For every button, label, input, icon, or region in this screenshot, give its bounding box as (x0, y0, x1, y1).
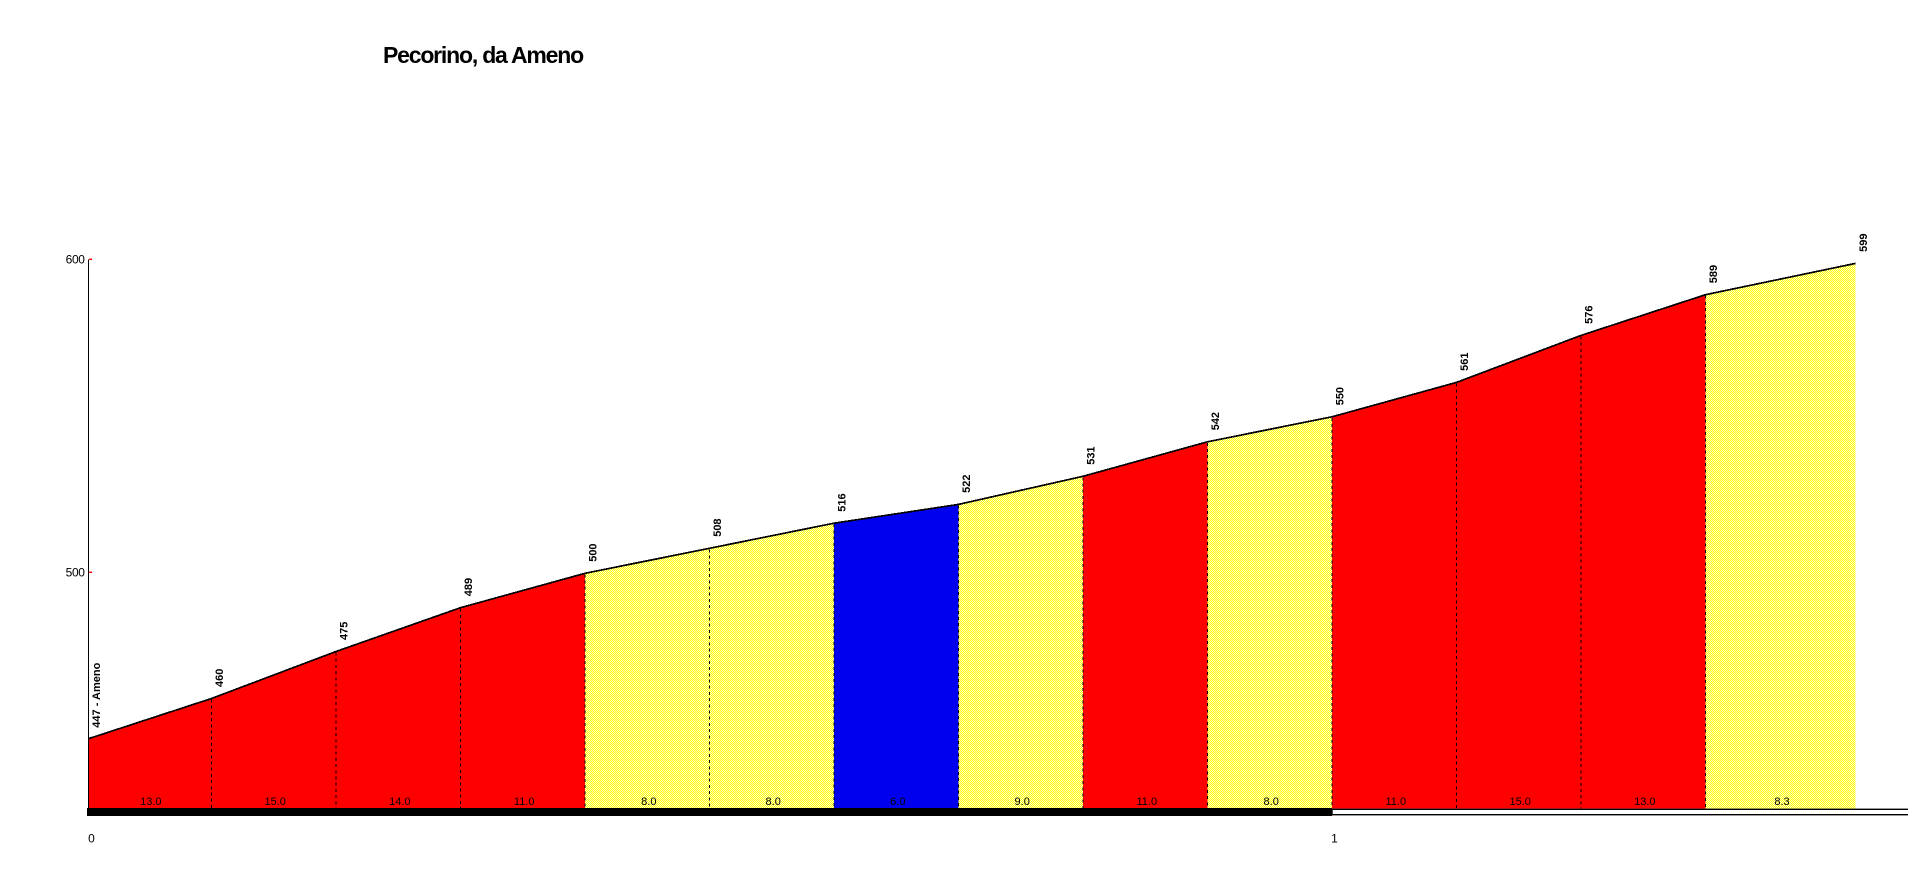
svg-text:561: 561 (1459, 353, 1471, 371)
svg-text:15.0: 15.0 (1509, 796, 1530, 808)
svg-text:531: 531 (1085, 446, 1097, 464)
svg-text:11.0: 11.0 (514, 796, 535, 808)
svg-text:475: 475 (338, 622, 350, 640)
svg-text:500: 500 (587, 543, 599, 561)
svg-text:Pecorino, da Ameno: Pecorino, da Ameno (383, 42, 584, 68)
svg-text:508: 508 (712, 518, 724, 536)
svg-text:489: 489 (463, 578, 475, 596)
svg-text:8.0: 8.0 (641, 796, 656, 808)
svg-text:500: 500 (66, 566, 86, 580)
svg-text:15.0: 15.0 (264, 796, 285, 808)
svg-text:599: 599 (1858, 234, 1870, 252)
svg-text:516: 516 (836, 493, 848, 511)
svg-text:0: 0 (88, 832, 95, 846)
svg-text:600: 600 (66, 253, 86, 267)
svg-text:542: 542 (1210, 412, 1222, 430)
svg-text:6.0: 6.0 (890, 796, 905, 808)
svg-text:8.0: 8.0 (1264, 796, 1279, 808)
svg-text:8.3: 8.3 (1774, 796, 1789, 808)
svg-text:9.0: 9.0 (1015, 796, 1030, 808)
svg-text:13.0: 13.0 (140, 796, 161, 808)
svg-text:8.0: 8.0 (766, 796, 781, 808)
svg-text:447 - Ameno: 447 - Ameno (91, 662, 103, 727)
svg-text:1: 1 (1331, 832, 1338, 846)
svg-text:522: 522 (961, 475, 973, 493)
svg-text:589: 589 (1708, 265, 1720, 283)
svg-text:13.0: 13.0 (1634, 796, 1655, 808)
svg-text:550: 550 (1334, 387, 1346, 405)
svg-text:11.0: 11.0 (1386, 796, 1407, 808)
svg-text:14.0: 14.0 (389, 796, 410, 808)
svg-text:460: 460 (214, 669, 226, 687)
svg-text:11.0: 11.0 (1137, 796, 1158, 808)
svg-text:576: 576 (1583, 306, 1595, 324)
